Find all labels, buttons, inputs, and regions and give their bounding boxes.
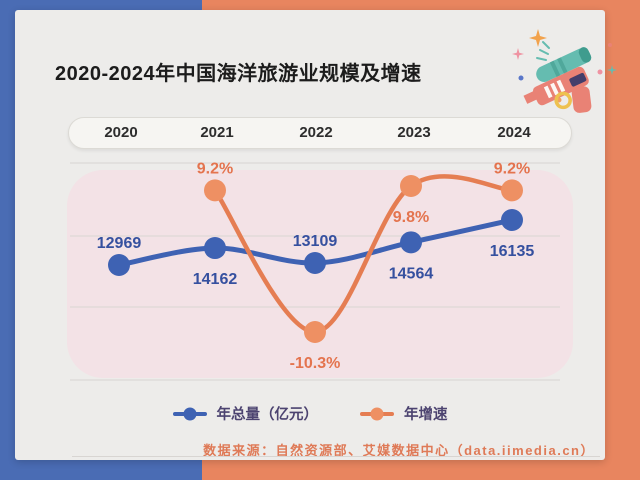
chart-legend: 年总量（亿元） 年增速 bbox=[15, 403, 605, 424]
data-point bbox=[501, 209, 523, 231]
data-point bbox=[304, 252, 326, 275]
legend-item-total: 年总量（亿元） bbox=[172, 403, 319, 424]
data-point bbox=[400, 231, 422, 254]
spray-icon bbox=[536, 41, 550, 61]
water-gun-illustration bbox=[512, 29, 617, 113]
data-label: 12969 bbox=[97, 235, 142, 252]
data-label: 9.2% bbox=[494, 160, 530, 177]
data-label: 13109 bbox=[293, 233, 338, 250]
data-label: 14564 bbox=[389, 265, 434, 282]
sparkle-icon bbox=[607, 65, 617, 75]
data-point bbox=[204, 179, 226, 202]
data-source-text: 数据来源：自然资源部、艾媒数据中心（data.iimedia.cn） bbox=[203, 443, 595, 458]
data-label: 14162 bbox=[193, 271, 238, 288]
dot-icon bbox=[518, 75, 524, 81]
year-label-2022: 2022 bbox=[299, 124, 333, 141]
page-title: 2020-2024年中国海洋旅游业规模及增速 bbox=[55, 63, 422, 85]
data-label: -10.3% bbox=[290, 355, 341, 372]
data-point bbox=[400, 175, 422, 197]
year-axis: 2020 2021 2022 2023 2024 bbox=[68, 117, 572, 149]
legend-label-total: 年总量（亿元） bbox=[216, 407, 319, 423]
dot-icon bbox=[597, 69, 603, 75]
legend-label-growth: 年增速 bbox=[404, 407, 448, 423]
plot-background bbox=[67, 170, 573, 378]
data-label: 16135 bbox=[490, 243, 535, 260]
legend-marker-growth bbox=[360, 407, 394, 420]
star-icon bbox=[529, 29, 547, 47]
data-point bbox=[204, 237, 226, 260]
year-label-2024: 2024 bbox=[497, 124, 531, 141]
legend-dot-total bbox=[183, 407, 196, 420]
legend-item-growth: 年增速 bbox=[360, 403, 448, 424]
year-label-2021: 2021 bbox=[200, 124, 234, 141]
data-point bbox=[108, 254, 130, 276]
line-chart: 12969 14162 13109 14564 16135 9.2% -10.3% 9.8% 9… bbox=[67, 160, 573, 381]
data-label: 9.8% bbox=[393, 209, 429, 226]
legend-marker-total bbox=[172, 407, 207, 420]
bottom-divider bbox=[72, 456, 600, 457]
data-point bbox=[501, 179, 523, 202]
dot-icon bbox=[608, 43, 612, 47]
data-point bbox=[304, 321, 326, 343]
toy-gun-icon bbox=[523, 47, 592, 113]
year-label-2020: 2020 bbox=[104, 124, 138, 141]
sparkle-icon bbox=[512, 48, 524, 60]
infographic-card: 2020-2024年中国海洋旅游业规模及增速 bbox=[15, 10, 617, 460]
legend-dot-growth bbox=[370, 407, 384, 420]
series-line bbox=[212, 174, 515, 335]
year-label-2023: 2023 bbox=[397, 124, 431, 141]
data-label: 9.2% bbox=[197, 160, 233, 177]
